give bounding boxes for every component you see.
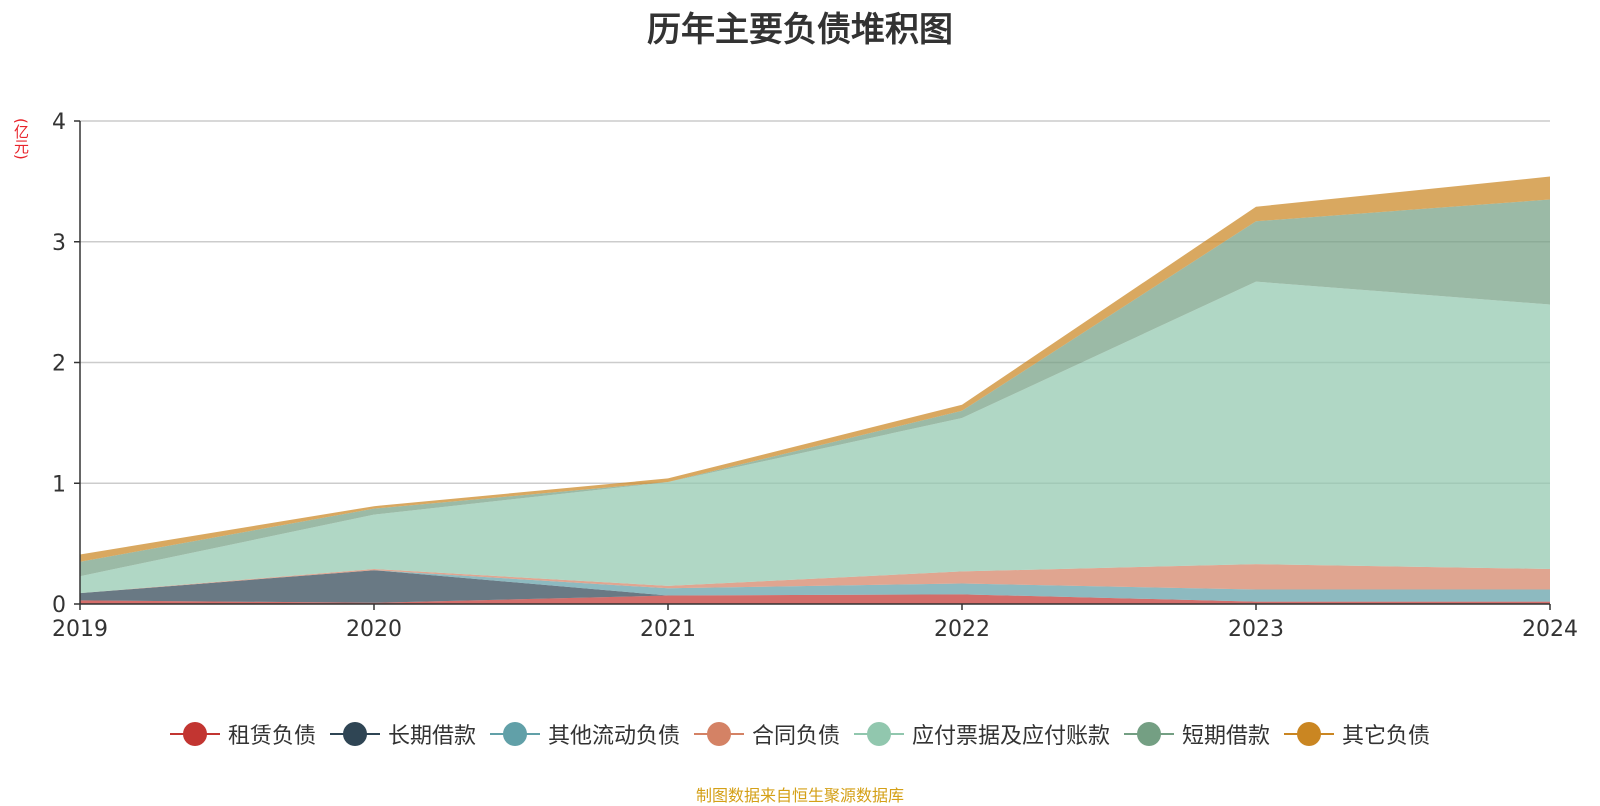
legend-label: 其它负债 [1342, 724, 1431, 749]
legend-item-6[interactable]: 其它负债 [1284, 718, 1430, 750]
y-axis-unit-label: (亿元) [12, 118, 30, 160]
y-tick-label: 3 [52, 231, 66, 256]
x-tick-label: 2023 [1228, 617, 1284, 642]
x-tick-label: 2024 [1522, 617, 1578, 642]
y-tick-label: 0 [52, 593, 66, 618]
y-tick-label: 2 [52, 352, 66, 377]
legend: 租赁负债 长期借款 其他流动负债 合同负债 应付票据及应付账款 短期借款 其它负债 [0, 718, 1600, 750]
legend-swatch-icon [169, 722, 220, 746]
legend-swatch-icon [1124, 722, 1175, 746]
x-tick-label: 2019 [52, 617, 108, 642]
legend-item-4[interactable]: 应付票据及应付账款 [854, 718, 1110, 750]
legend-swatch-icon [1284, 722, 1335, 746]
legend-item-1[interactable]: 长期借款 [329, 718, 476, 750]
y-tick-label: 1 [52, 472, 66, 497]
legend-swatch-icon [329, 722, 380, 746]
y-tick-label: 4 [52, 110, 66, 135]
source-note: 制图数据来自恒生聚源数据库 [695, 786, 904, 805]
area-series-2[interactable] [80, 570, 1550, 602]
legend-swatch-icon [693, 722, 744, 746]
legend-swatch-icon [854, 722, 904, 746]
axes: 0 1 2 3 4 2019 2020 2021 2022 2023 2024 [52, 110, 1578, 642]
legend-item-5[interactable]: 短期借款 [1124, 718, 1270, 750]
legend-label: 其他流动负债 [547, 724, 680, 749]
legend-item-3[interactable]: 合同负债 [693, 718, 840, 750]
legend-label: 合同负债 [751, 724, 840, 749]
area-series-5[interactable] [80, 199, 1550, 577]
area-series-0[interactable] [80, 594, 1550, 604]
x-tick-label: 2022 [934, 617, 990, 642]
legend-swatch-icon [489, 722, 540, 746]
area-series-1[interactable] [80, 570, 1550, 603]
stacked-areas [80, 176, 1550, 604]
legend-label: 长期借款 [387, 724, 476, 749]
x-tick-label: 2021 [640, 617, 696, 642]
legend-item-0[interactable]: 租赁负债 [169, 718, 316, 750]
legend-label: 应付票据及应付账款 [912, 724, 1111, 749]
legend-item-2[interactable]: 其他流动负债 [489, 718, 680, 750]
area-series-4[interactable] [80, 281, 1550, 594]
legend-label: 短期借款 [1182, 724, 1271, 749]
x-tick-label: 2020 [346, 617, 402, 642]
chart-title: 历年主要负债堆积图 [647, 10, 953, 50]
legend-label: 租赁负债 [227, 724, 316, 749]
